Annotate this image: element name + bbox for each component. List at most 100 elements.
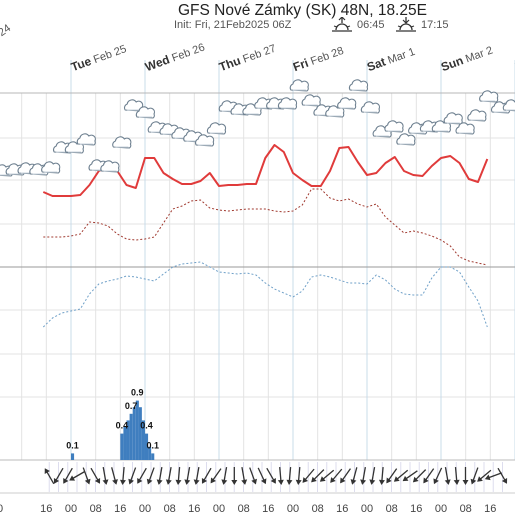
wind-arrow-head — [319, 476, 326, 482]
wind-arrow-head — [221, 479, 228, 485]
precip-value-label: 0.1 — [66, 440, 79, 450]
wind-arrow — [330, 468, 343, 483]
cloud-icon — [76, 133, 96, 146]
day-label: Mon Mar 3 — [513, 42, 515, 74]
wind-arrow — [402, 470, 418, 482]
chart-header: GFS Nové Zámky (SK) 48N, 18.25E Init: Fr… — [0, 0, 515, 34]
wind-arrow — [63, 467, 73, 484]
precip-value-label: 0.7 — [125, 401, 138, 411]
x-tick-label: 08 — [164, 503, 176, 515]
wind-arrow-head — [184, 479, 191, 485]
wind-arrow — [360, 467, 367, 485]
sunrise-icon — [332, 17, 352, 32]
x-tick-label: 08 — [238, 503, 250, 515]
wind-arrow-head — [69, 475, 76, 481]
wind-arrow — [193, 467, 200, 485]
wind-arrow — [462, 467, 469, 485]
chart-axes — [0, 92, 515, 494]
wind-arrow-head — [165, 479, 172, 485]
wind-arrow — [119, 466, 126, 485]
x-tick-label: 16 — [188, 503, 200, 515]
cloud-icon — [384, 120, 404, 133]
wind-arrow-head — [350, 479, 357, 485]
wind-arrow — [311, 469, 325, 483]
wind-arrow — [350, 467, 358, 485]
wind-arrow-head — [302, 477, 309, 483]
day-label: Wed Feb 26 — [143, 40, 206, 75]
day-label: Thu Feb 27 — [217, 41, 278, 74]
precip-bar — [129, 413, 133, 460]
wind-arrow — [156, 467, 163, 485]
x-tick-label: 16 — [484, 503, 496, 515]
wind-arrow-head — [260, 478, 267, 485]
wind-arrow — [146, 467, 155, 485]
wind-arrow — [286, 466, 293, 485]
wind-arrow — [470, 467, 479, 485]
wind-arrow — [241, 467, 248, 485]
wind-arrow — [340, 468, 351, 484]
precip-bar — [145, 433, 149, 460]
wind-arrow-head — [423, 477, 429, 484]
wind-arrow — [393, 469, 409, 482]
day-label: Sun Mar 2 — [439, 43, 494, 75]
day-label: Tue Feb 25 — [69, 41, 128, 74]
precip-bar — [141, 420, 145, 460]
init-time: Init: Fri, 21Feb2025 06Z — [174, 19, 292, 31]
wind-arrow-head — [63, 477, 69, 484]
precip-value-label: 0.1 — [146, 440, 159, 450]
wind-arrow — [137, 467, 147, 484]
sunrise-time: 06:45 — [357, 19, 385, 31]
wind-arrow-head — [470, 478, 477, 485]
day-label: Sat Mar 1 — [365, 44, 417, 74]
cloud-icon — [112, 136, 132, 149]
wind-arrow-head — [402, 475, 409, 482]
x-tick-label: 16 — [114, 503, 126, 515]
wind-arrow — [444, 467, 451, 485]
wind-arrow-head — [295, 479, 302, 485]
x-tick-label: 00 — [139, 503, 151, 515]
wind-arrow-head — [53, 477, 60, 484]
wind-arrow-head — [286, 479, 293, 485]
wind-arrow-head — [270, 477, 276, 484]
wind-arrow — [201, 467, 212, 484]
sunset-time: 17:15 — [421, 19, 449, 31]
x-tick-labels: 16 00 08 16 00 08 16 00 08 16 00 08 16 00 08 16 00 08 16 00 — [0, 503, 496, 515]
wind-arrow-head — [156, 479, 163, 485]
wind-arrow — [433, 467, 443, 485]
wind-arrow-head — [251, 478, 257, 485]
wind-arrow-head — [393, 476, 400, 482]
x-tick-label: 00 — [361, 503, 373, 515]
precip-bar — [120, 433, 124, 460]
wind-arrow-head — [386, 477, 392, 484]
wind-arrow-head — [44, 468, 50, 475]
wind-arrow-head — [433, 478, 439, 485]
x-tick-label: 00 — [435, 503, 447, 515]
cloud-icon — [348, 79, 369, 92]
wind-arrows — [44, 466, 508, 485]
wind-arrow — [453, 466, 460, 485]
x-tick-label: 00 — [0, 503, 3, 515]
wind-arrow-head — [378, 479, 385, 485]
precipitation-bars: 0.10.40.70.90.40.1 — [66, 388, 159, 460]
wind-arrow-head — [444, 479, 451, 485]
precip-bar — [71, 453, 75, 460]
x-tick-label: 16 — [40, 503, 52, 515]
wind-arrow — [90, 467, 101, 484]
wind-arrow — [128, 467, 137, 485]
wind-arrow-head — [453, 479, 460, 485]
x-tick-label: 16 — [410, 503, 422, 515]
wind-arrow-head — [201, 477, 208, 484]
day-labels: Tue Feb 25 Wed Feb 26 Thu Feb 27 Fri Feb 28… — [69, 40, 515, 75]
wind-arrow-head — [128, 478, 134, 485]
wind-arrow — [82, 467, 91, 485]
precip-bar — [132, 407, 136, 460]
wind-arrow — [369, 467, 376, 485]
wind-arrow — [210, 468, 222, 484]
wind-arrow-head — [462, 480, 469, 485]
wind-arrow — [412, 469, 427, 483]
x-tick-label: 08 — [460, 503, 472, 515]
cloud-icon — [337, 97, 357, 110]
x-tick-label: 16 — [336, 503, 348, 515]
wind-arrow — [175, 466, 182, 485]
